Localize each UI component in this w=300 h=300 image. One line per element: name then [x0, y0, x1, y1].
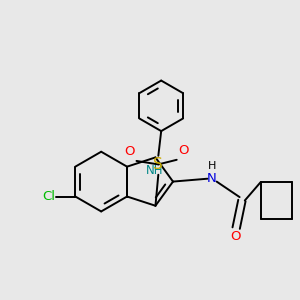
- Text: O: O: [178, 143, 189, 157]
- Text: O: O: [230, 230, 240, 243]
- Text: S: S: [153, 157, 163, 172]
- Text: N: N: [207, 172, 217, 185]
- Text: O: O: [124, 145, 135, 158]
- Text: Cl: Cl: [42, 190, 55, 203]
- Text: NH: NH: [146, 164, 163, 177]
- Text: H: H: [208, 161, 216, 171]
